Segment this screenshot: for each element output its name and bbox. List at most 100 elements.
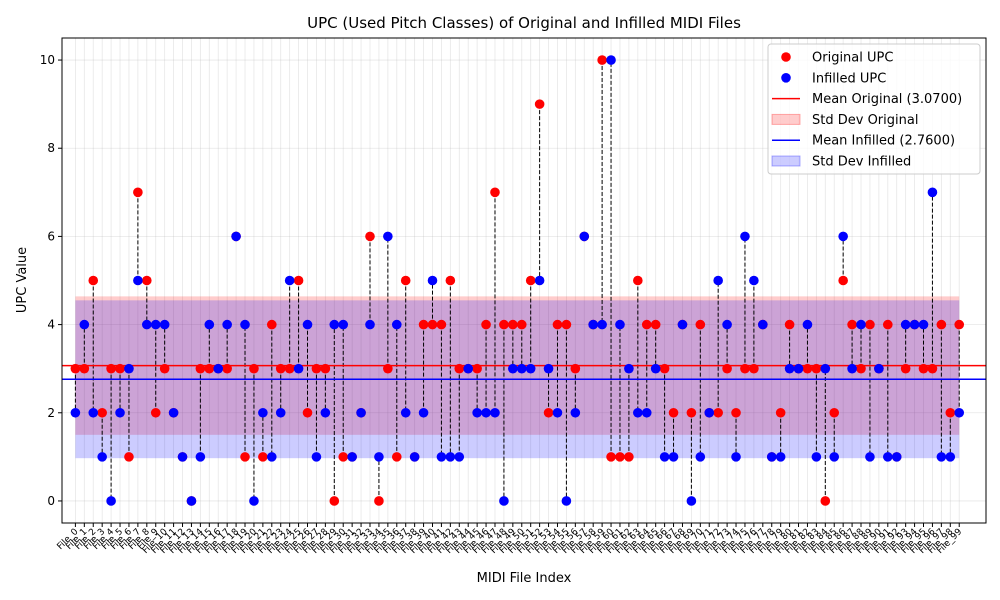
infilled-point	[766, 452, 777, 462]
infilled-point	[508, 363, 518, 374]
infilled-point	[463, 363, 474, 374]
infilled-point	[374, 452, 384, 462]
infilled-point	[686, 496, 697, 506]
infilled-point	[302, 319, 313, 330]
infilled-point	[927, 187, 938, 198]
original-point	[784, 319, 795, 330]
infilled-point	[115, 407, 125, 418]
infilled-point	[249, 496, 259, 506]
infilled-point	[231, 231, 241, 242]
original-point	[525, 275, 536, 286]
infilled-point	[409, 452, 420, 462]
infilled-point	[677, 319, 688, 330]
original-point	[115, 363, 125, 374]
infilled-point	[311, 452, 322, 462]
infilled-point	[882, 452, 893, 462]
original-point	[499, 319, 509, 330]
original-point	[811, 363, 822, 374]
infilled-point	[874, 363, 884, 374]
infilled-point	[329, 319, 340, 330]
infilled-point	[945, 452, 956, 462]
original-point	[659, 363, 670, 374]
infilled-point	[133, 275, 143, 286]
infilled-point	[954, 407, 965, 418]
infilled-point	[88, 407, 99, 418]
infilled-point	[606, 55, 616, 65]
original-point	[311, 363, 322, 374]
original-point	[222, 363, 232, 374]
original-point	[534, 99, 545, 109]
y-tick-label: 2	[47, 406, 55, 420]
y-tick-label: 4	[47, 318, 55, 332]
infilled-point	[177, 452, 188, 462]
infilled-point	[365, 319, 375, 330]
original-point	[374, 496, 384, 506]
original-point	[731, 407, 741, 418]
infilled-point	[793, 363, 804, 374]
original-point	[918, 363, 929, 374]
infilled-point	[740, 231, 750, 242]
original-point	[472, 363, 482, 374]
infilled-point	[472, 407, 482, 418]
original-point	[106, 363, 116, 374]
legend-label: Std Dev Original	[812, 113, 918, 128]
infilled-point	[731, 452, 741, 462]
original-point	[713, 407, 723, 418]
infilled-point	[597, 319, 607, 330]
original-point	[945, 407, 956, 418]
original-point	[320, 363, 331, 374]
original-point	[97, 407, 107, 418]
original-point	[650, 319, 661, 330]
original-point	[418, 319, 429, 330]
infilled-point	[624, 363, 634, 374]
original-point	[865, 319, 875, 330]
original-point	[383, 363, 393, 374]
original-point	[142, 275, 152, 286]
infilled-point	[659, 452, 670, 462]
original-point	[133, 187, 143, 198]
infilled-point	[820, 363, 831, 374]
y-axis: 0 2 4 6 8 10	[40, 53, 62, 508]
data-points	[70, 55, 965, 506]
original-point	[749, 363, 759, 374]
infilled-point	[641, 407, 652, 418]
original-point	[936, 319, 947, 330]
original-point	[597, 55, 607, 65]
original-point	[856, 363, 866, 374]
infilled-point	[195, 452, 206, 462]
infilled-point	[588, 319, 598, 330]
legend-marker	[781, 73, 791, 83]
infilled-point	[204, 319, 215, 330]
infilled-point	[284, 275, 295, 286]
original-point	[79, 363, 90, 374]
infilled-point	[79, 319, 90, 330]
infilled-point	[356, 407, 366, 418]
infilled-point	[856, 319, 866, 330]
infilled-point	[159, 319, 170, 330]
original-point	[293, 275, 304, 286]
infilled-point	[391, 319, 402, 330]
infilled-point	[650, 363, 661, 374]
infilled-point	[722, 319, 732, 330]
original-point	[124, 452, 134, 462]
original-point	[481, 319, 491, 330]
original-point	[204, 363, 215, 374]
infilled-point	[713, 275, 723, 286]
infilled-point	[704, 407, 715, 418]
infilled-point	[499, 496, 509, 506]
infilled-point	[784, 363, 795, 374]
original-point	[927, 363, 938, 374]
infilled-point	[124, 363, 134, 374]
infilled-point	[383, 231, 393, 242]
original-point	[641, 319, 652, 330]
infilled-point	[525, 363, 536, 374]
original-point	[436, 319, 447, 330]
original-point	[508, 319, 518, 330]
infilled-point	[900, 319, 911, 330]
infilled-point	[543, 363, 554, 374]
infilled-point	[258, 407, 268, 418]
infilled-point	[142, 319, 152, 330]
original-point	[624, 452, 634, 462]
infilled-point	[516, 363, 527, 374]
